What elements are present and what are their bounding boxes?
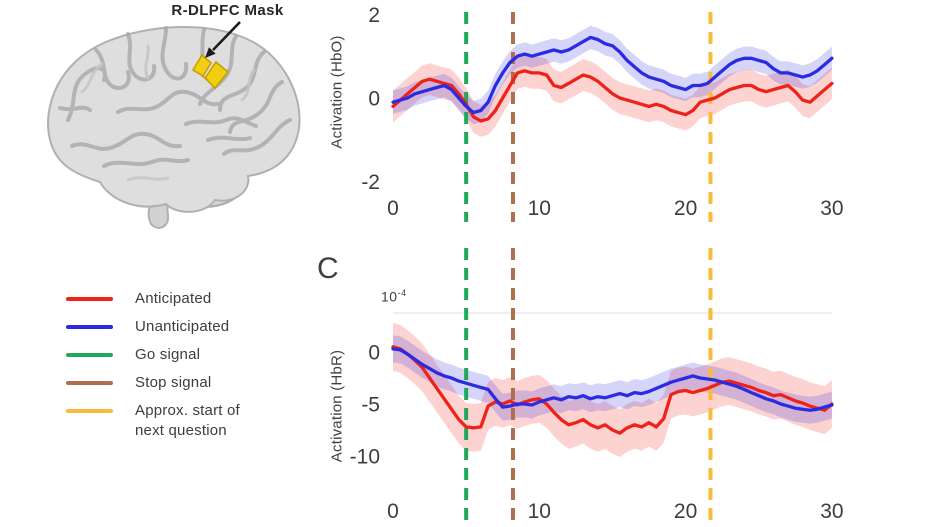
legend-item-go-signal: Go signal [66, 345, 240, 365]
scale-base: 10 [381, 288, 398, 305]
anticipated-line [391, 345, 834, 435]
x-tick-label: 10 [528, 197, 551, 220]
legend: Anticipated Unanticipated Go signal Stop… [66, 289, 240, 449]
panel-label-c: C [317, 252, 339, 285]
rdlpfc-mask-highlight [191, 53, 230, 90]
x-tick-label: 20 [674, 500, 697, 523]
legend-item-next-question: Approx. start of next question [66, 401, 240, 441]
legend-label: Stop signal [135, 374, 212, 391]
x-tick-label: 20 [674, 197, 697, 220]
unanticipated-error-band [393, 335, 832, 424]
brain-illustration [47, 21, 301, 229]
unanticipated-line-swatch [66, 325, 113, 329]
legend-label: Anticipated [135, 290, 212, 307]
y-tick-label: 0 [368, 342, 380, 365]
scale-exp: -4 [397, 288, 407, 298]
y-tick-label: 0 [368, 88, 380, 111]
y-tick-label: -2 [361, 171, 380, 194]
anticipated-error-band [393, 322, 832, 457]
x-tick-label: 30 [820, 500, 843, 523]
hbr-chart: 0 -5 -10 0 10 20 30 [350, 248, 844, 523]
legend-item-anticipated: Anticipated [66, 289, 240, 309]
hbr-y-axis-label: Activation (HbR) [328, 349, 346, 463]
anticipated-error-band [393, 54, 832, 137]
legend-label: Approx. start of next question [135, 402, 240, 439]
y-axis-scale-exponent: 10-4 [381, 288, 407, 305]
y-tick-label: 2 [368, 4, 380, 27]
x-tick-label: 30 [820, 197, 843, 220]
hbo-chart: 20-20 10 20 30 [361, 4, 844, 222]
x-tick-label: 0 [387, 197, 399, 220]
legend-label: Unanticipated [135, 318, 230, 335]
x-tick-label: 10 [528, 500, 551, 523]
hbo-y-axis-label: Activation (HbO) [328, 35, 346, 149]
gyri-lines [58, 26, 292, 168]
legend-item-unanticipated: Unanticipated [66, 317, 240, 337]
legend-label: Go signal [135, 346, 201, 363]
unanticipated-line [391, 35, 834, 115]
legend-item-stop-signal: Stop signal [66, 373, 240, 393]
y-tick-label: -5 [361, 394, 380, 417]
next-question-line-swatch [66, 409, 113, 413]
anticipated-line-swatch [66, 297, 113, 301]
stop-signal-line-swatch [66, 381, 113, 385]
mask-arrow [205, 21, 241, 58]
go-signal-line-swatch [66, 353, 113, 357]
y-tick-label: -10 [350, 446, 380, 469]
gyri-highlights [80, 44, 256, 182]
mask-label: R-DLPFC Mask [171, 2, 284, 19]
unanticipated-line [391, 347, 834, 412]
x-tick-label: 0 [387, 500, 399, 523]
